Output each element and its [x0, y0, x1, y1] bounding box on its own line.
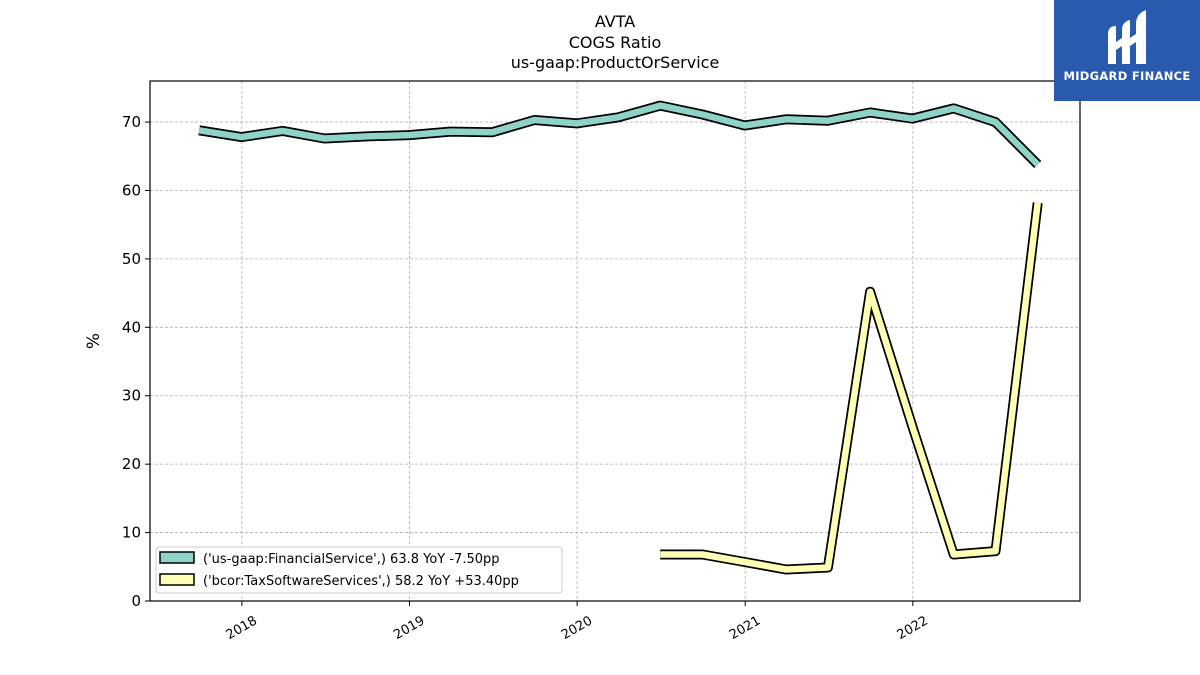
y-axis-ticks: 0 10 20 30 40 50 60 70 — [122, 113, 150, 610]
x-axis-ticks: 2018 2019 2020 2021 2022 — [224, 601, 931, 643]
y-tick-label: 20 — [122, 455, 141, 473]
y-tick-label: 60 — [122, 181, 141, 199]
series-lines — [198, 100, 1043, 575]
chart-title: AVTA COGS Ratio us-gaap:ProductOrService — [511, 12, 720, 72]
x-tick-label-2022: 2022 — [895, 613, 931, 643]
x-tick-label-2018: 2018 — [224, 613, 260, 643]
logo-text: MIDGARD FINANCE — [1063, 69, 1191, 83]
series-line-0 — [198, 102, 1041, 167]
y-tick-label: 10 — [122, 524, 141, 542]
midgard-finance-logo: MIDGARD FINANCE — [1054, 0, 1200, 101]
y-tick-label: 0 — [131, 592, 141, 610]
y-tick-label: 50 — [122, 250, 141, 268]
y-tick-label: 70 — [122, 113, 141, 131]
legend-swatch-tax-software-services — [159, 573, 195, 586]
legend-box — [155, 546, 563, 594]
legend-label-tax-software-services: ('bcor:TaxSoftwareServices',) 58.2 YoY +… — [203, 574, 519, 589]
legend-swatch-financial-service — [159, 551, 195, 564]
legend-label-financial-service: ('us-gaap:FinancialService',) 63.8 YoY -… — [203, 552, 500, 567]
title-line-1: AVTA — [595, 12, 635, 31]
title-line-2: COGS Ratio — [569, 33, 661, 52]
y-axis-label: % — [84, 333, 104, 349]
midgard-logo-icon — [1108, 10, 1146, 64]
series-outline-1 — [660, 202, 1043, 575]
y-tick-label: 30 — [122, 387, 141, 405]
y-tick-label: 40 — [122, 318, 141, 336]
x-tick-label-2021: 2021 — [727, 613, 763, 643]
x-tick-label-2020: 2020 — [559, 613, 595, 643]
x-tick-label-2019: 2019 — [391, 613, 427, 643]
series-line-1 — [660, 202, 1041, 573]
plot-frame — [149, 80, 1081, 602]
title-line-3: us-gaap:ProductOrService — [511, 53, 720, 72]
legend: ('us-gaap:FinancialService',) 63.8 YoY -… — [155, 546, 563, 594]
grid-lines — [150, 81, 1080, 602]
